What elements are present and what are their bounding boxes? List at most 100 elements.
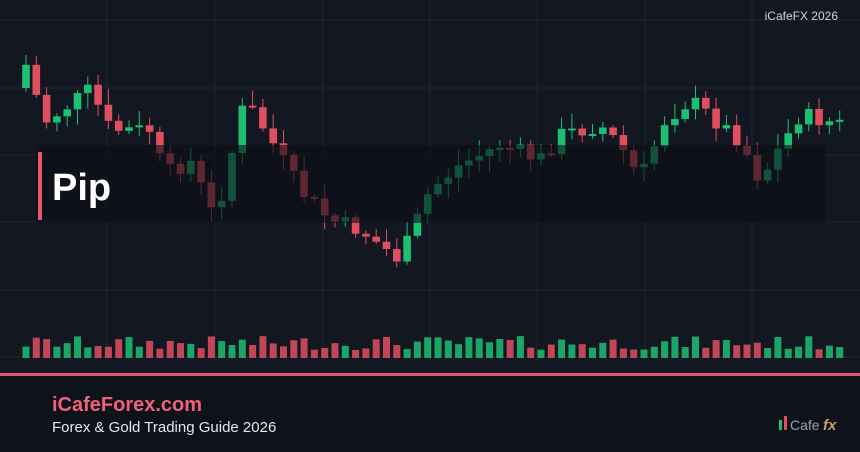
volume-bar <box>32 337 40 358</box>
candle <box>784 133 792 149</box>
volume <box>22 336 844 358</box>
volume-bar <box>568 344 576 358</box>
candle <box>269 128 277 144</box>
volume-bar <box>393 344 401 358</box>
volume-bar <box>259 336 267 358</box>
candle <box>557 128 566 155</box>
volume-bar <box>280 346 287 358</box>
candle <box>722 125 731 129</box>
volume-bar <box>125 337 133 358</box>
candle <box>588 133 597 136</box>
candle <box>32 64 41 95</box>
volume-bar <box>764 348 772 358</box>
volume-bar <box>558 339 566 358</box>
candle <box>351 217 360 234</box>
candle <box>372 236 380 242</box>
volume-bar <box>465 337 473 358</box>
candle <box>671 119 679 126</box>
candle <box>681 109 689 120</box>
volume-bar <box>836 346 844 358</box>
volume-bar <box>300 338 308 358</box>
volume-bar <box>619 348 627 358</box>
volume-bar <box>547 344 555 358</box>
candle <box>609 127 617 136</box>
volume-bar <box>156 348 164 358</box>
candle <box>238 105 247 153</box>
candle <box>104 104 113 121</box>
volume-bar <box>238 339 246 358</box>
volume-bar <box>609 339 617 358</box>
volume-bar <box>774 337 782 358</box>
logo: Cafe fx <box>779 416 837 434</box>
candle <box>835 119 844 122</box>
candle <box>732 125 741 146</box>
volume-bar <box>712 340 720 358</box>
candle <box>825 121 834 126</box>
volume-bar <box>795 346 802 358</box>
volume-bar <box>352 349 360 358</box>
candle <box>568 128 576 131</box>
volume-bar <box>424 337 432 358</box>
candle <box>22 64 30 88</box>
volume-bar <box>733 345 741 358</box>
title: Pip <box>52 167 111 209</box>
candle <box>248 105 257 108</box>
tagline: Forex & Gold Trading Guide 2026 <box>52 419 276 436</box>
volume-bar <box>84 347 92 358</box>
candle <box>114 120 123 131</box>
volume-bar <box>403 349 411 358</box>
volume-bar <box>496 339 504 358</box>
volume-bar <box>825 345 833 358</box>
footer <box>0 376 860 452</box>
volume-bar <box>331 343 339 358</box>
candle <box>42 94 51 123</box>
volume-bar <box>413 341 421 358</box>
volume-bar <box>722 340 730 358</box>
site-name: iCafeForex.com <box>52 394 202 416</box>
logo-fx: fx <box>823 417 837 434</box>
logo-icon <box>784 416 787 430</box>
volume-bar <box>444 340 452 358</box>
candle <box>53 116 61 123</box>
candle <box>73 93 82 110</box>
volume-bar <box>321 347 329 358</box>
volume-bar <box>671 336 679 358</box>
volume-bar <box>681 347 689 358</box>
candle <box>156 131 164 154</box>
candle <box>599 127 607 134</box>
volume-bar <box>805 336 813 358</box>
candle <box>145 125 154 132</box>
logo-text: Cafe <box>790 417 820 433</box>
volume-bar <box>63 343 71 358</box>
volume-bar <box>207 336 215 358</box>
volume-bar <box>815 349 823 358</box>
volume-bar <box>104 346 112 358</box>
candle <box>805 109 813 125</box>
volume-bar <box>650 346 658 358</box>
candle <box>125 127 133 131</box>
candle <box>259 107 267 129</box>
volume-bar <box>743 344 751 358</box>
volume-bar <box>43 339 51 358</box>
watermark: iCafeFX 2026 <box>765 9 839 23</box>
volume-bar <box>177 343 184 358</box>
volume-bar <box>630 349 638 358</box>
volume-bar <box>372 339 380 358</box>
volume-bar <box>506 339 514 358</box>
volume-bar <box>702 347 710 358</box>
candle <box>619 135 628 151</box>
volume-bar <box>537 349 545 358</box>
volume-bar <box>362 348 370 358</box>
volume-bar <box>589 347 596 358</box>
candle <box>660 125 669 147</box>
volume-bar <box>475 338 483 358</box>
candle <box>84 84 92 94</box>
volume-bar <box>516 336 524 358</box>
candle <box>393 249 401 262</box>
volume-bar <box>434 337 442 358</box>
title-box <box>36 145 826 223</box>
volume-bar <box>527 347 535 358</box>
volume-bar <box>269 343 277 358</box>
